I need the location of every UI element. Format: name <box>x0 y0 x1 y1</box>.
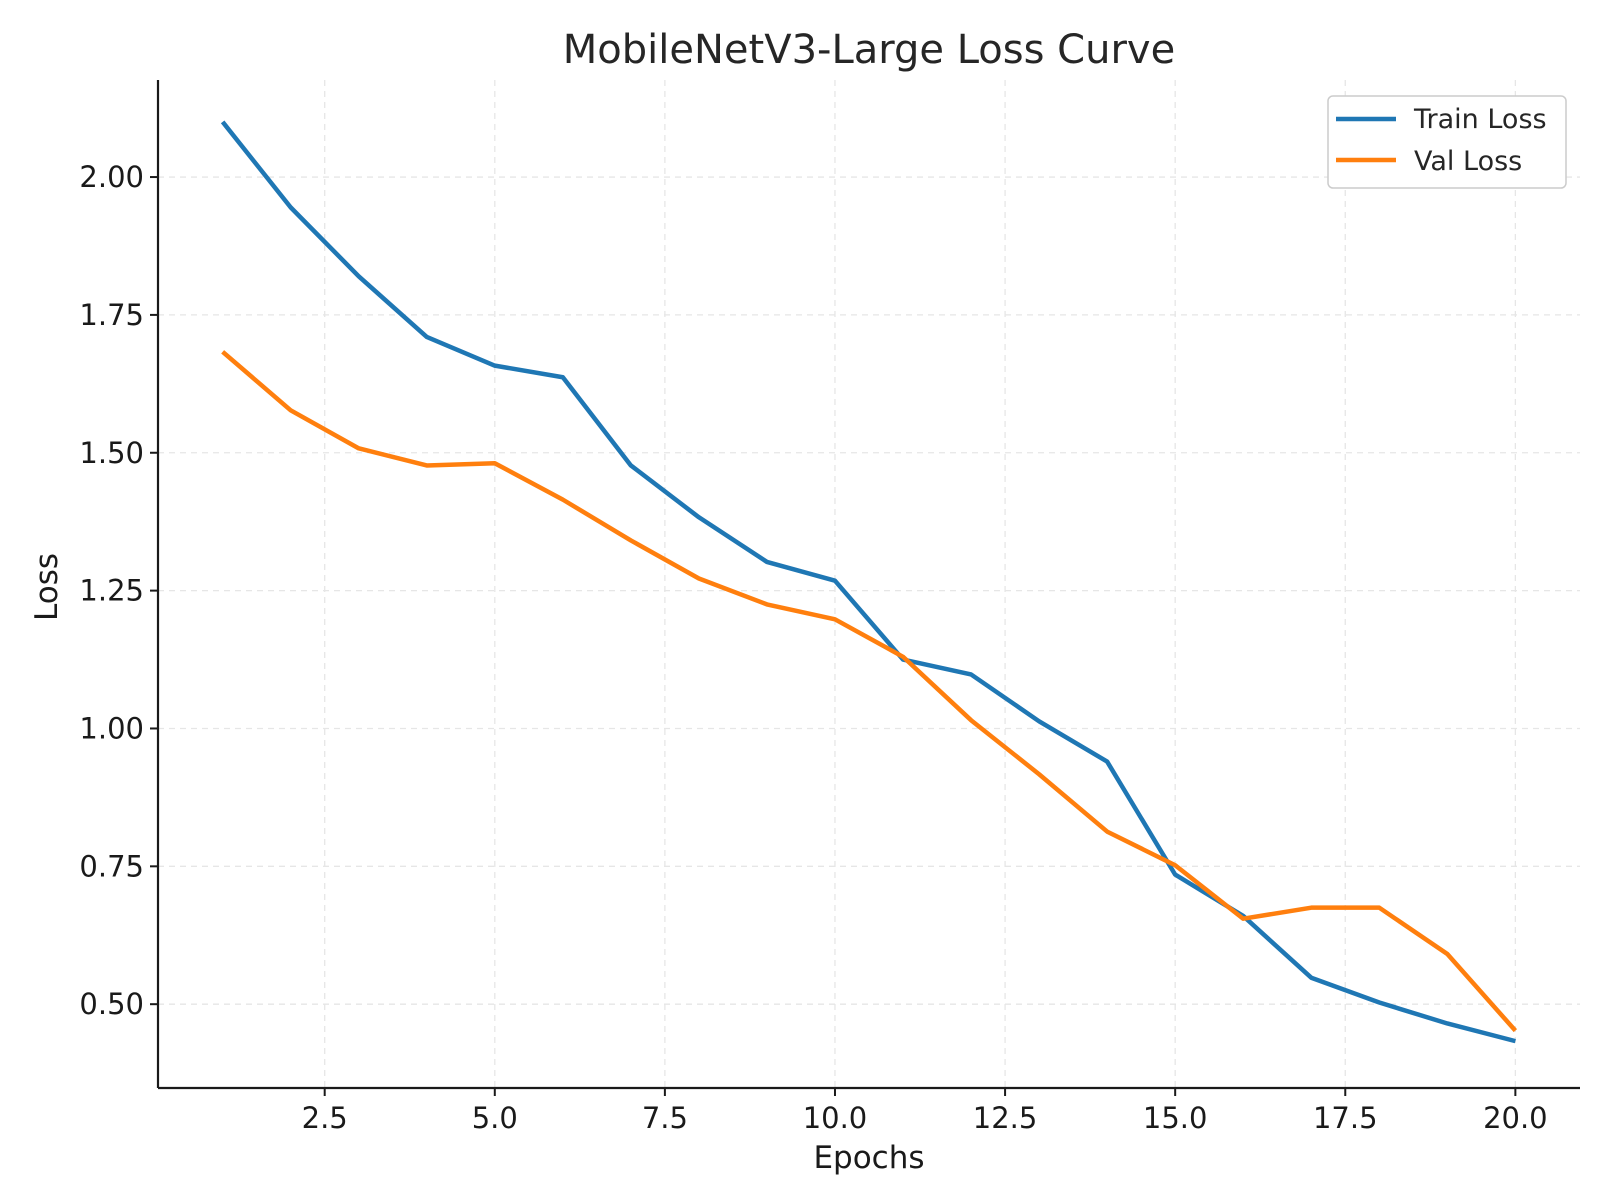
x-tick-label: 20.0 <box>1483 1101 1548 1135</box>
ticks: 2.5 5.0 7.5 10.0 12.5 15.0 17.5 20.0 0.50 0.75 1.0… <box>79 160 1547 1135</box>
x-tick-label: 7.5 <box>642 1101 688 1135</box>
series-lines <box>220 120 1518 1044</box>
x-axis-label: Epochs <box>813 1140 924 1176</box>
axes <box>156 80 1580 1090</box>
x-tick-label: 15.0 <box>1143 1101 1208 1135</box>
legend: Train Loss Val Loss <box>1327 95 1567 189</box>
y-tick-label: 1.00 <box>79 711 144 745</box>
y-tick-label: 0.75 <box>79 849 144 883</box>
x-tick-label: 5.0 <box>472 1101 518 1135</box>
legend-label-train-loss: Train Loss <box>1413 104 1547 135</box>
series-line-train-loss <box>220 120 1516 1044</box>
y-tick-label: 1.50 <box>79 436 144 470</box>
x-tick-label: 12.5 <box>973 1101 1038 1135</box>
x-tick-label: 2.5 <box>302 1101 348 1135</box>
series-line-val-loss <box>221 350 1518 1033</box>
y-tick-label: 1.75 <box>79 298 144 332</box>
y-tick-label: 0.50 <box>79 987 144 1021</box>
y-tick-label: 2.00 <box>79 160 144 194</box>
x-tick-label: 10.0 <box>803 1101 868 1135</box>
y-axis-label: Loss <box>29 553 65 621</box>
y-tick-label: 1.25 <box>79 574 144 608</box>
chart-title: MobileNetV3-Large Loss Curve <box>563 27 1175 73</box>
grid <box>158 80 1580 1088</box>
legend-label-val-loss: Val Loss <box>1414 146 1522 177</box>
x-tick-label: 17.5 <box>1313 1101 1378 1135</box>
